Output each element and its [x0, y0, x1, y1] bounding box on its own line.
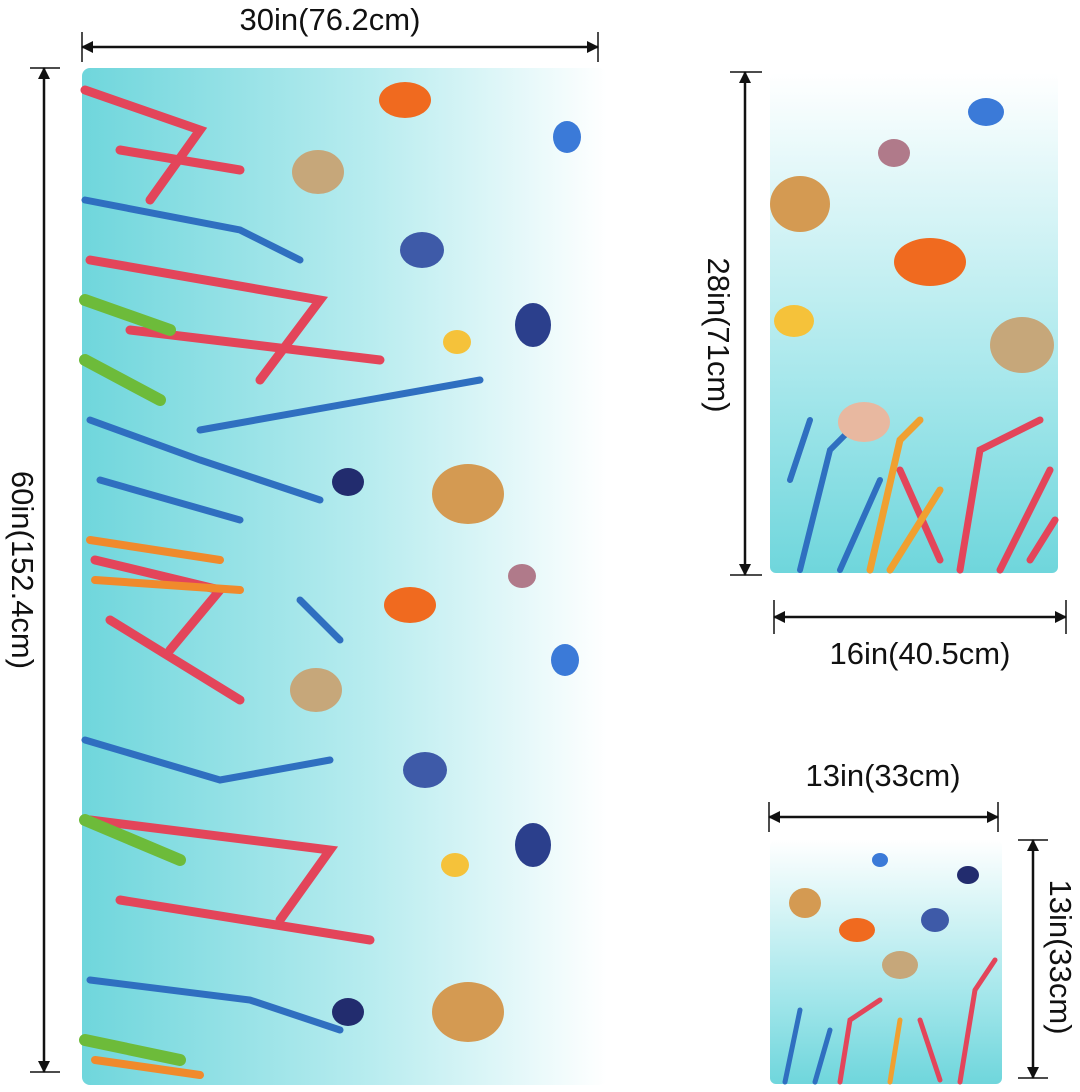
hand-towel — [770, 73, 1059, 574]
width-label: 30in(76.2cm) — [240, 2, 421, 37]
bath-towel — [79, 68, 607, 1085]
width-label: 16in(40.5cm) — [830, 636, 1011, 671]
height-label: 13in(33cm) — [1043, 879, 1078, 1034]
dimension-lines — [30, 32, 1067, 1079]
height-label: 60in(152.4cm) — [5, 471, 40, 669]
washcloth — [770, 840, 1002, 1085]
width-label: 13in(33cm) — [805, 758, 960, 793]
height-label: 28in(71cm) — [701, 257, 736, 412]
